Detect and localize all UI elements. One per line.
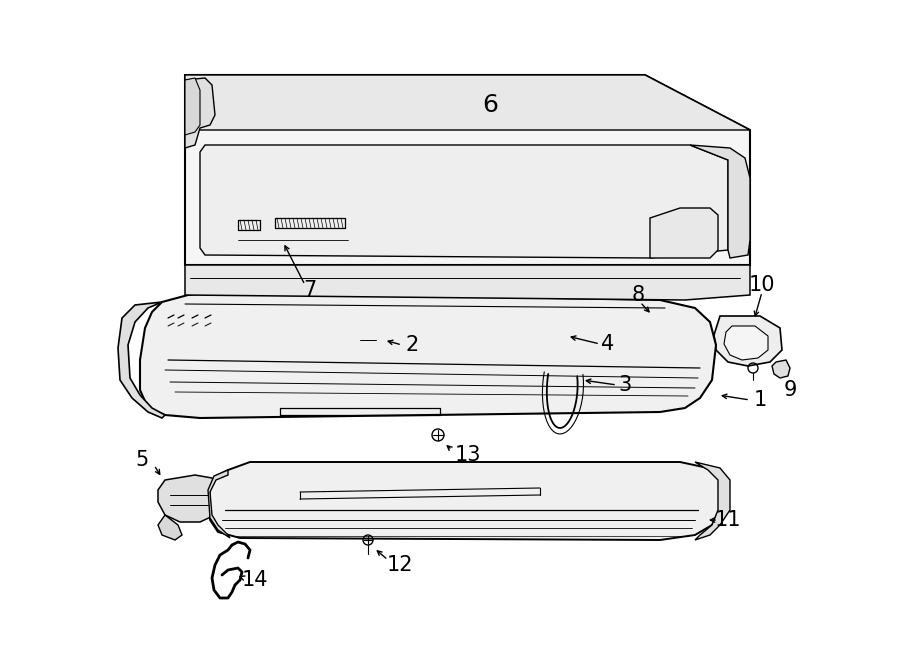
Polygon shape (158, 515, 182, 540)
Text: 6: 6 (482, 93, 498, 117)
Text: 7: 7 (303, 280, 317, 300)
Text: 12: 12 (387, 555, 413, 575)
Polygon shape (690, 145, 750, 258)
Text: 11: 11 (715, 510, 742, 530)
Polygon shape (210, 462, 720, 540)
Polygon shape (714, 316, 782, 366)
Text: 3: 3 (618, 375, 632, 395)
Polygon shape (695, 462, 730, 540)
Polygon shape (352, 316, 382, 365)
Polygon shape (650, 208, 718, 258)
Polygon shape (200, 145, 728, 258)
Polygon shape (185, 78, 200, 135)
Text: 1: 1 (753, 390, 767, 410)
Text: 14: 14 (242, 570, 268, 590)
Polygon shape (185, 265, 750, 300)
Polygon shape (118, 302, 165, 418)
Text: 13: 13 (454, 445, 482, 465)
Text: 8: 8 (632, 285, 644, 305)
Text: 2: 2 (405, 335, 418, 355)
Polygon shape (724, 326, 768, 360)
Polygon shape (630, 306, 678, 344)
Polygon shape (208, 470, 230, 538)
Text: 4: 4 (601, 334, 615, 354)
Polygon shape (772, 360, 790, 378)
Polygon shape (185, 78, 215, 148)
Polygon shape (185, 75, 750, 265)
Polygon shape (185, 75, 750, 130)
Text: 5: 5 (135, 450, 148, 470)
Polygon shape (534, 312, 565, 360)
Polygon shape (158, 475, 222, 522)
Text: 9: 9 (783, 380, 796, 400)
Polygon shape (140, 292, 716, 418)
Text: 10: 10 (749, 275, 775, 295)
